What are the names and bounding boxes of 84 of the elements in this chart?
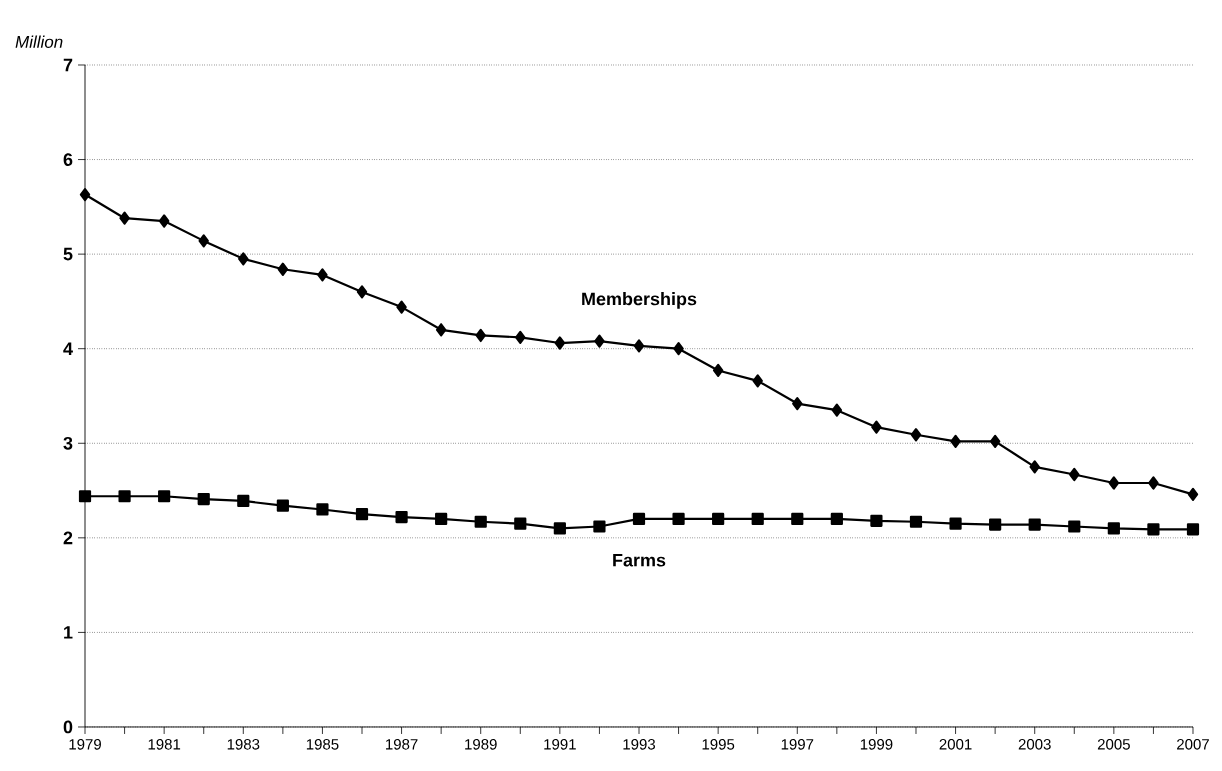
x-tick-label: 2003 <box>1018 739 1051 750</box>
point <box>909 515 923 528</box>
point <box>712 512 725 526</box>
y-tick-label: 0 <box>63 720 73 734</box>
point <box>831 403 843 417</box>
point <box>910 428 922 442</box>
point <box>554 336 566 350</box>
point <box>672 512 685 526</box>
point <box>317 268 328 282</box>
point <box>1069 467 1080 482</box>
point <box>1068 520 1081 533</box>
point <box>830 512 843 526</box>
x-tick-label: 1991 <box>544 739 576 750</box>
x-tick-label: 2001 <box>939 739 972 750</box>
point <box>673 342 684 356</box>
y-tick-label: 4 <box>63 342 73 355</box>
x-tick-label: 1997 <box>781 739 814 750</box>
y-axis-title: Million <box>15 35 63 48</box>
x-tick-label: 1999 <box>860 739 893 750</box>
series-label: Farms <box>613 553 666 567</box>
series-label: Memberships <box>582 292 697 309</box>
point <box>238 252 249 266</box>
point <box>792 396 803 411</box>
point <box>1147 523 1160 536</box>
y-tick-label: 7 <box>63 58 73 72</box>
x-tick-label: 1995 <box>702 739 735 750</box>
y-tick-label: 1 <box>64 626 73 639</box>
point <box>950 434 961 448</box>
x-tick-label: 1989 <box>465 739 497 750</box>
point <box>158 214 170 228</box>
point <box>1108 476 1120 490</box>
point <box>633 339 645 353</box>
y-tick-label: 2 <box>63 531 73 545</box>
point <box>435 512 448 526</box>
point <box>79 187 91 202</box>
point <box>158 490 171 503</box>
x-tick-label: 1985 <box>306 739 339 750</box>
point <box>712 363 724 378</box>
point <box>553 522 566 535</box>
point <box>989 518 1002 531</box>
point <box>237 494 250 508</box>
point <box>475 328 486 343</box>
point <box>395 510 408 524</box>
point <box>1028 518 1041 531</box>
point <box>1187 487 1199 501</box>
point <box>514 517 527 530</box>
point <box>435 323 447 337</box>
point <box>593 520 606 533</box>
point <box>1029 460 1040 474</box>
point <box>949 517 962 530</box>
point <box>316 503 329 516</box>
point <box>752 374 763 388</box>
point <box>356 285 368 299</box>
point <box>355 508 369 521</box>
point <box>396 300 407 314</box>
x-tick-label: 2007 <box>1177 739 1209 750</box>
point <box>751 512 764 526</box>
point <box>276 499 289 512</box>
x-tick-label: 1987 <box>386 739 418 750</box>
point <box>119 211 130 225</box>
point <box>1107 522 1120 535</box>
x-tick-label: 1993 <box>623 739 656 750</box>
point <box>989 434 1001 448</box>
y-tick-label: 3 <box>63 436 73 450</box>
x-tick-label: 2005 <box>1097 739 1130 750</box>
point <box>198 234 209 248</box>
x-tick-label: 1981 <box>148 739 181 750</box>
y-tick-label: 6 <box>63 153 73 166</box>
point <box>1148 476 1159 490</box>
point <box>1186 523 1200 536</box>
point <box>791 512 804 526</box>
point <box>515 330 526 344</box>
point <box>871 420 882 434</box>
point <box>78 490 92 503</box>
point <box>632 512 646 526</box>
point <box>594 334 605 348</box>
point <box>277 262 289 276</box>
point <box>474 515 487 528</box>
point <box>197 492 210 506</box>
x-tick-label: 1979 <box>69 739 101 750</box>
point <box>870 514 883 527</box>
y-tick-label: 5 <box>63 247 73 261</box>
point <box>118 490 131 503</box>
x-tick-label: 1983 <box>227 739 260 750</box>
